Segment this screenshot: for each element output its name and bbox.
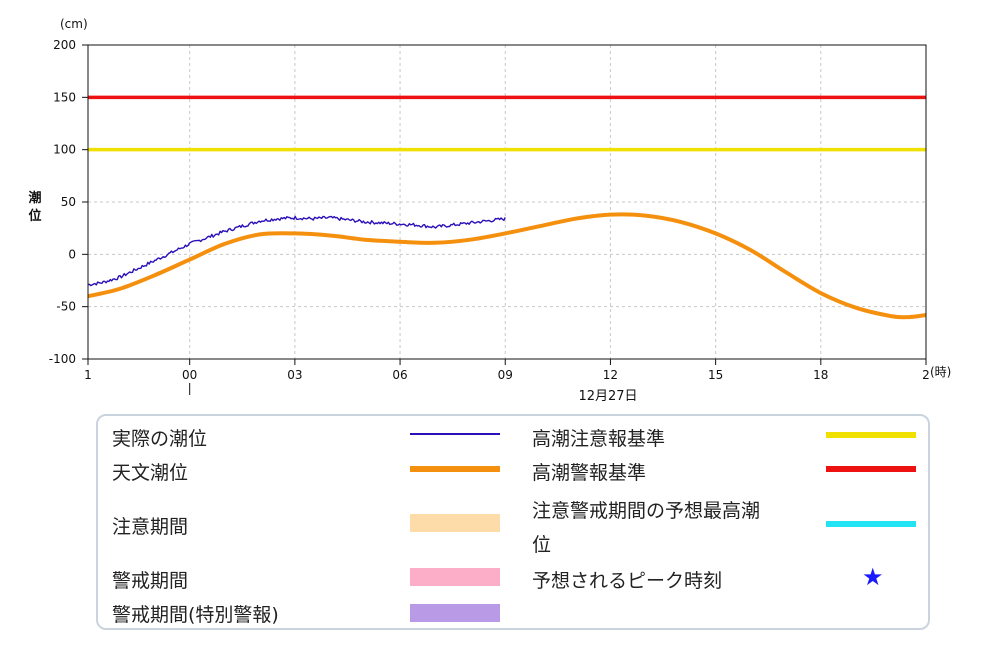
x-tick-labels: 1 00 03 06 09 12 15 18 2 — [84, 368, 930, 382]
grid — [88, 44, 926, 360]
legend-swatch-observed — [410, 433, 500, 435]
y-tick-label: 150 — [53, 90, 76, 104]
legend-label-predicted-max-cont: 位 — [532, 534, 552, 556]
y-tick-label: 0 — [68, 247, 76, 261]
legend-swatch-predicted-max — [826, 521, 916, 527]
legend-swatch-warning-criterion — [826, 466, 916, 472]
y-tick-label: 100 — [53, 143, 76, 157]
legend-swatch-special-warning-period — [410, 604, 500, 622]
x-tick-label: 09 — [498, 368, 513, 382]
x-tick-label: 00 — [182, 368, 197, 382]
legend-swatch-caution-criterion — [826, 432, 916, 438]
legend-label-warning-period: 警戒期間 — [112, 570, 189, 592]
series-astronomical-tide — [87, 212, 927, 320]
date-label: 12月27日 — [578, 389, 637, 404]
x-tick-label: 1 — [84, 368, 92, 382]
legend-label-astronomical: 天文潮位 — [112, 462, 189, 484]
legend-label-observed: 実際の潮位 — [112, 428, 208, 450]
series-observed-tide — [87, 215, 506, 287]
legend-swatch-caution-period — [410, 514, 500, 532]
legend-label-caution-period: 注意期間 — [112, 516, 189, 538]
x-tick-label: 18 — [813, 368, 828, 382]
y-unit-label: (cm) — [60, 17, 88, 31]
legend-label-special-warning-period: 警戒期間(特別警報) — [112, 604, 279, 626]
plot-frame — [87, 44, 927, 360]
x-tick-label: 12 — [603, 368, 618, 382]
x-tick-label: 15 — [708, 368, 723, 382]
legend-label-warning-criterion: 高潮警報基準 — [532, 462, 647, 484]
x-tick-label: 06 — [392, 368, 407, 382]
star-icon: ★ — [862, 563, 884, 591]
legend-label-predicted-max: 注意警戒期間の予想最高潮 — [532, 500, 761, 522]
legend-swatch-astronomical — [410, 466, 500, 472]
legend-swatch-warning-period — [410, 568, 500, 586]
x-unit-label: (時) — [930, 365, 951, 379]
y-tick-label: 50 — [61, 195, 76, 209]
legend-label-caution-criterion: 高潮注意報基準 — [532, 428, 666, 450]
y-tick-label: 200 — [53, 38, 76, 52]
y-axis-label: 潮位 — [28, 190, 41, 224]
legend: 実際の潮位 天文潮位 注意期間 警戒期間 警戒期間(特別警報) 高潮注意報基準 … — [96, 414, 930, 630]
legend-label-peak-time: 予想されるピーク時刻 — [532, 570, 723, 592]
reference-lines — [88, 95, 926, 152]
y-tick-labels: 200 150 100 50 0 -50 -100 — [49, 38, 76, 366]
axes — [82, 44, 927, 395]
y-tick-label: -50 — [56, 300, 76, 314]
series-lines — [87, 212, 927, 320]
x-tick-label: 03 — [287, 368, 302, 382]
x-tick-label: 2 — [922, 368, 930, 382]
y-tick-label: -100 — [49, 352, 76, 366]
